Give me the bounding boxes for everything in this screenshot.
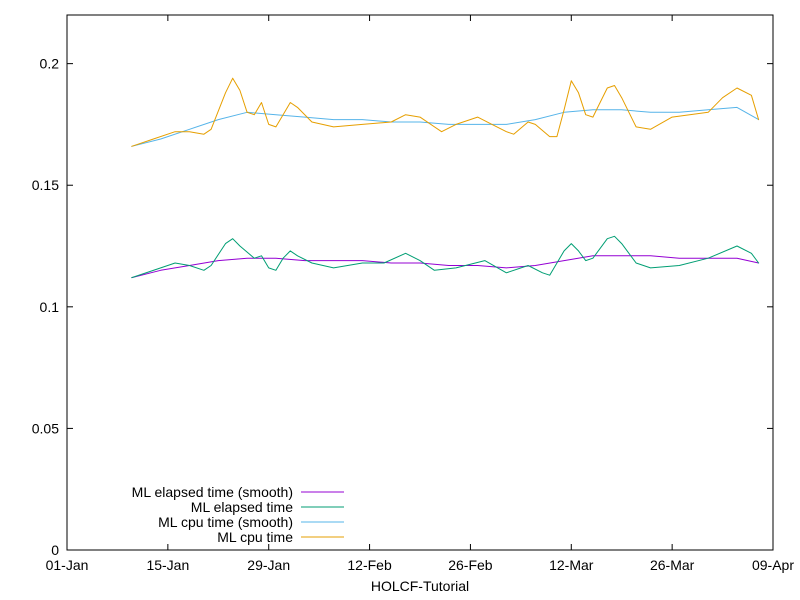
y-tick-label: 0.2 [40,56,60,72]
y-tick-label: 0.15 [32,177,59,193]
x-tick-label: 26-Mar [650,557,695,573]
y-tick-label: 0.05 [32,420,59,436]
series-line-4 [131,77,760,147]
series-layer [131,77,760,279]
legend-label: ML cpu time (smooth) [158,514,293,530]
legend-label: ML elapsed time [191,499,293,515]
y-tick-label: 0 [51,542,59,558]
legend-label: ML cpu time [217,529,293,545]
x-axis-label: HOLCF-Tutorial [371,578,469,594]
x-tick-label: 15-Jan [146,557,189,573]
y-tick-label: 0.1 [40,299,60,315]
x-tick-label: 26-Feb [448,557,493,573]
series-line-1 [131,255,760,279]
x-tick-label: 12-Feb [347,557,392,573]
plot-frame [66,14,774,551]
y-axis-ticks: 0 0.05 0.1 0.15 0.2 [32,56,773,558]
series-line-2 [131,235,760,279]
x-axis-ticks: 01-Jan 15-Jan 29-Jan 12-Feb 26-Feb 12-Mar 26-M… [46,15,794,573]
legend: ML elapsed time (smooth)ML elapsed timeM… [132,484,344,545]
x-tick-label: 01-Jan [46,557,89,573]
series-line-3 [131,106,760,147]
legend-label: ML elapsed time (smooth) [132,484,293,500]
x-tick-label: 12-Mar [549,557,594,573]
x-tick-label: 09-Apr [752,557,794,573]
x-tick-label: 29-Jan [247,557,290,573]
